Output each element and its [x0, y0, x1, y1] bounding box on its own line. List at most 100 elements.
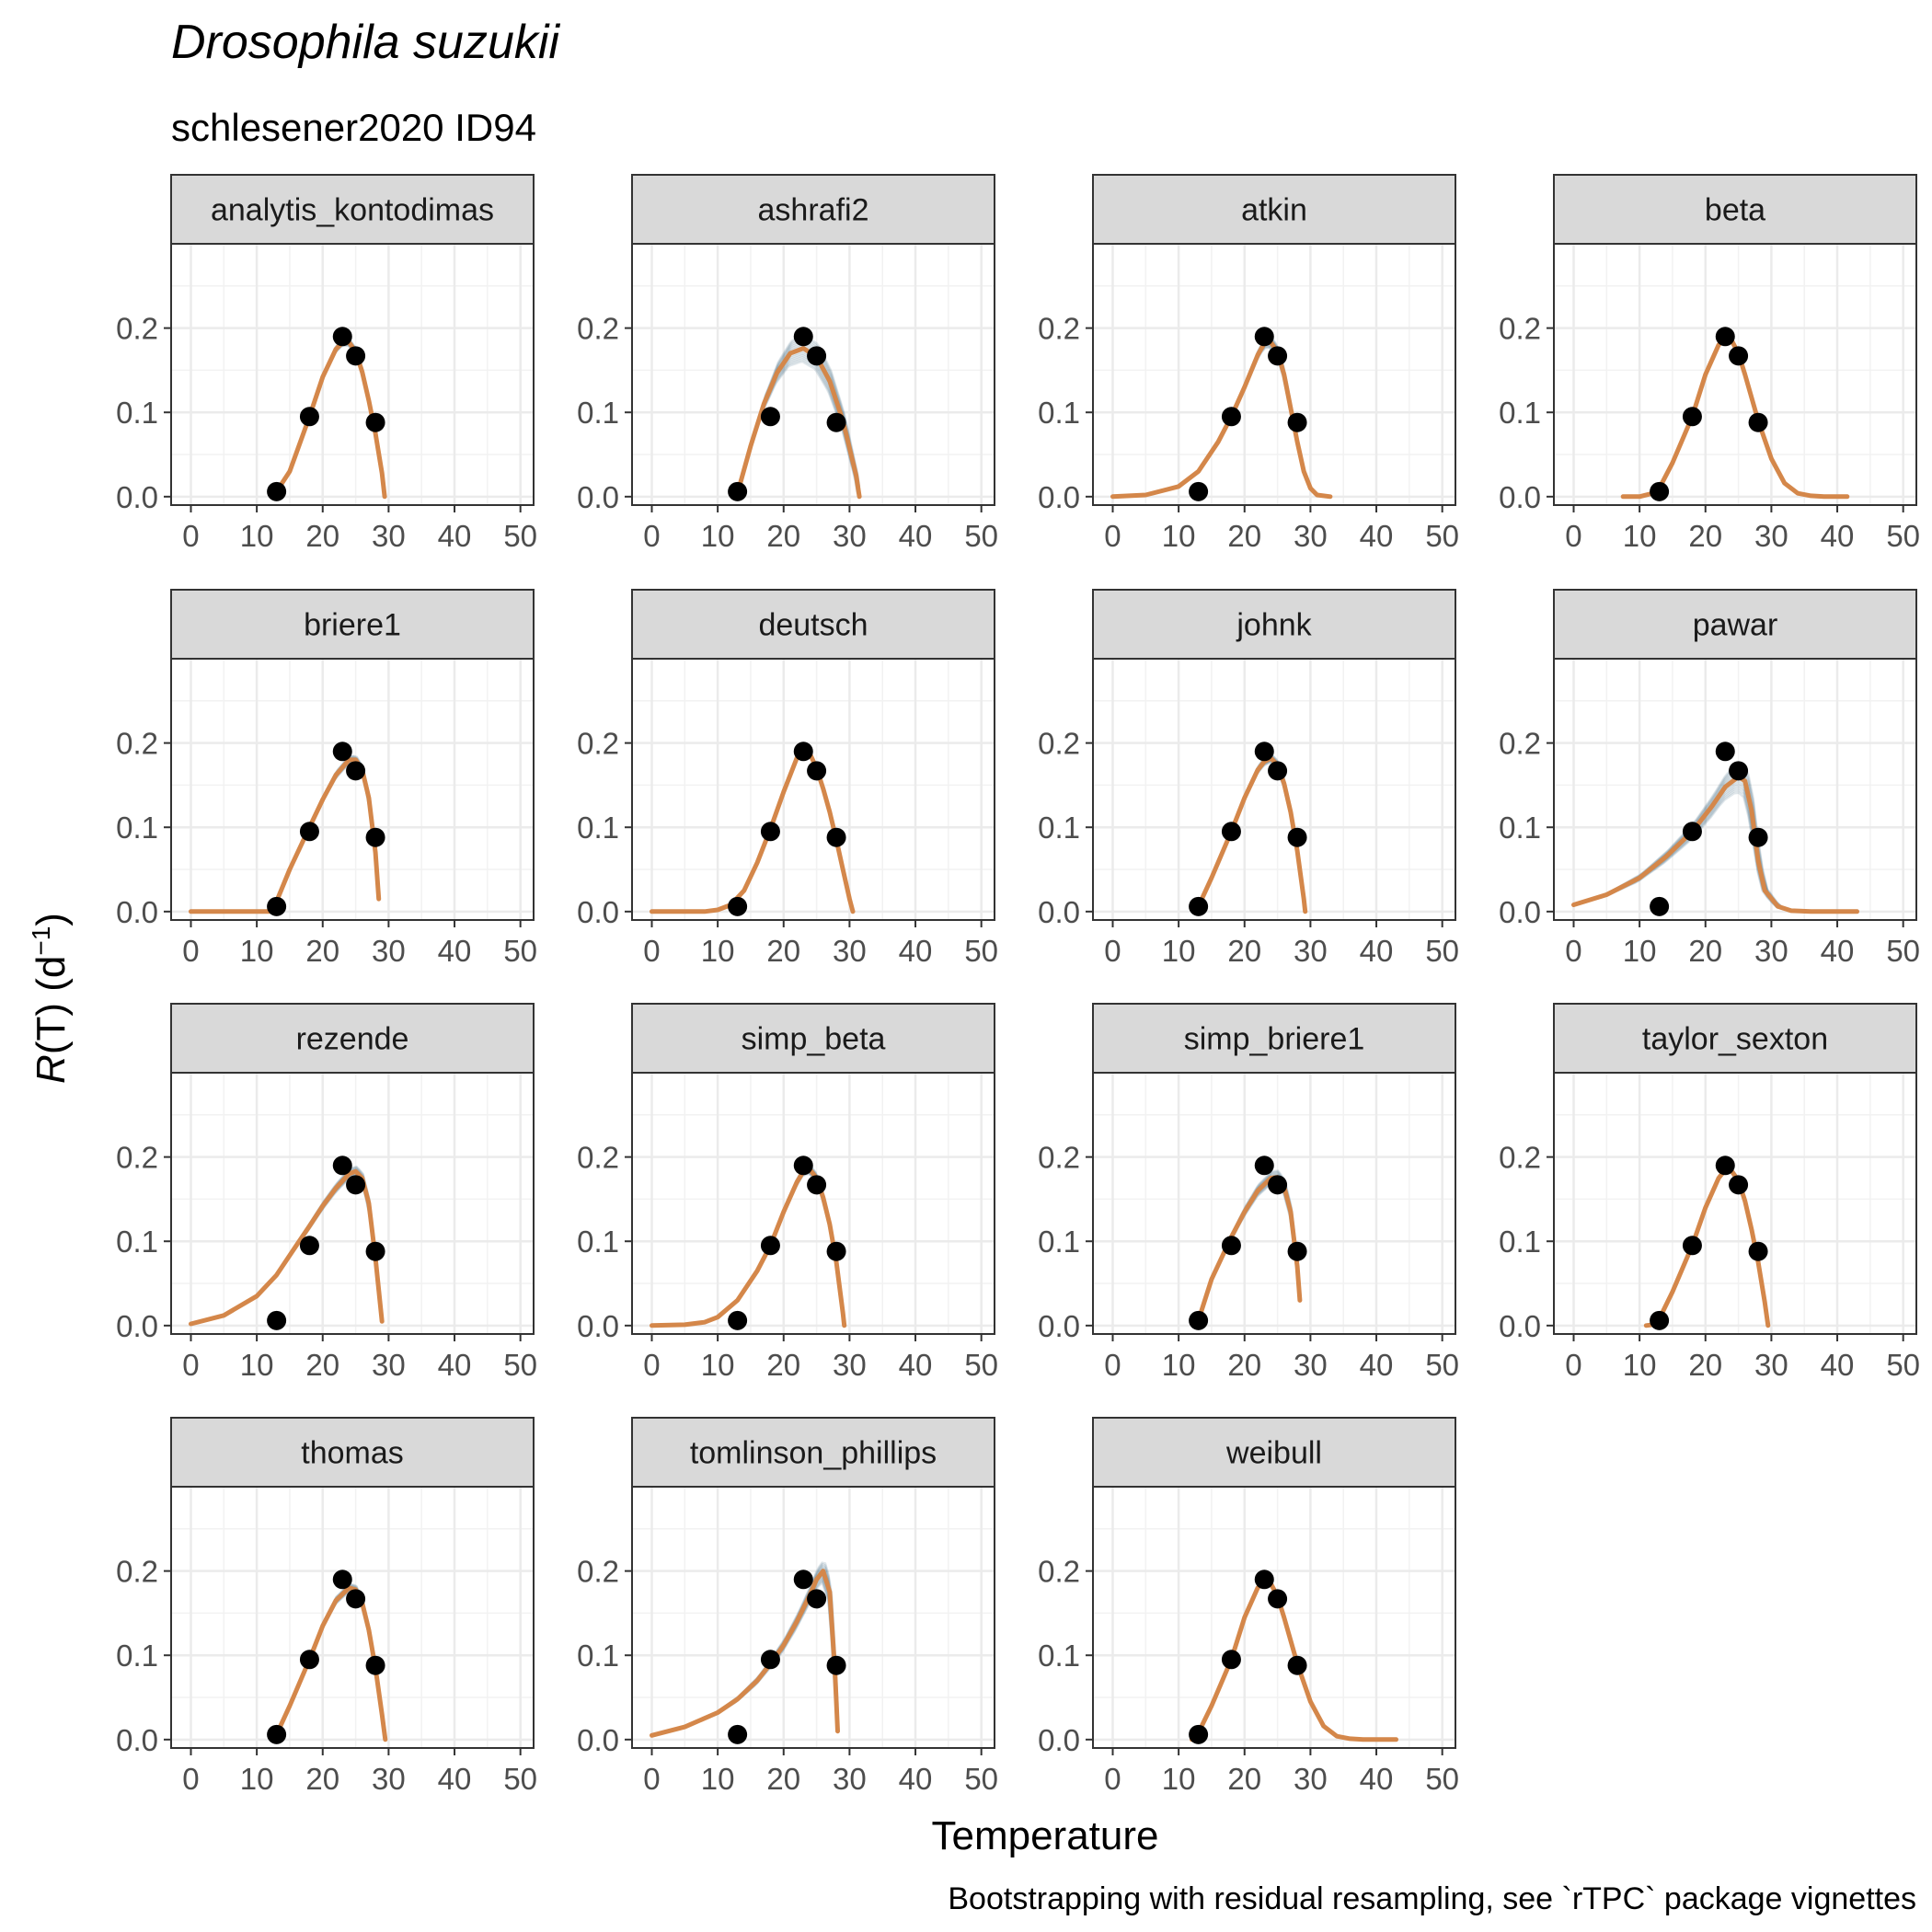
- x-tick-label: 50: [964, 1762, 998, 1796]
- facet-taylor_sexton: taylor_sexton 0.0 0.1 0.2 0 10 20 30 40 50: [1499, 1003, 1920, 1382]
- y-tick-label: 0.2: [1038, 1555, 1080, 1589]
- y-tick-label: 0.2: [1499, 312, 1541, 346]
- y-tick-label: 0.0: [1038, 1723, 1080, 1757]
- panel-background: [171, 1073, 534, 1334]
- x-tick-label: 30: [833, 1762, 867, 1796]
- data-point: [1729, 1175, 1749, 1195]
- data-point: [807, 1589, 827, 1609]
- x-tick-label: 30: [1294, 1348, 1328, 1382]
- data-point: [1254, 1570, 1274, 1590]
- data-point: [760, 1236, 780, 1256]
- x-tick-label: 20: [305, 1348, 339, 1382]
- y-axis-title-sup: −1: [27, 926, 55, 956]
- facet-analytis_kontodimas: analytis_kontodimas 0.0 0.1 0.2 0 10 20 30 40 50: [116, 174, 537, 553]
- data-point: [299, 407, 319, 427]
- data-point: [1650, 896, 1670, 916]
- x-tick-label: 50: [1425, 1348, 1459, 1382]
- x-tick-label: 10: [1162, 934, 1196, 968]
- data-point: [267, 1724, 287, 1744]
- x-tick-label: 0: [1104, 934, 1121, 968]
- y-tick-label: 0.2: [1038, 312, 1080, 346]
- x-tick-label: 50: [1886, 934, 1920, 968]
- y-tick-label: 0.1: [1038, 811, 1080, 845]
- panel-background: [171, 244, 534, 505]
- x-tick-label: 20: [766, 1348, 800, 1382]
- data-point: [1650, 481, 1670, 501]
- facet-strip-label: tomlinson_phillips: [690, 1436, 937, 1471]
- y-tick-label: 0.0: [1038, 1309, 1080, 1343]
- y-tick-label: 0.1: [1038, 396, 1080, 430]
- panel-border: [631, 658, 995, 921]
- panel-background: [1554, 244, 1916, 505]
- x-tick-label: 10: [1623, 934, 1657, 968]
- y-tick-label: 0.2: [577, 312, 619, 346]
- x-tick-label: 10: [240, 934, 274, 968]
- facet-strip: [631, 1003, 995, 1074]
- facet-thomas: thomas 0.0 0.1 0.2 0 10 20 30 40 50: [116, 1417, 537, 1796]
- y-tick-label: 0.2: [116, 1141, 158, 1175]
- y-tick-label: 0.2: [1499, 727, 1541, 761]
- facet-ashrafi2: ashrafi2 0.0 0.1 0.2 0 10 20 30 40 50: [577, 174, 998, 553]
- data-point: [807, 761, 827, 781]
- data-point: [728, 1724, 748, 1744]
- data-point: [760, 407, 780, 427]
- panel-background: [171, 659, 534, 920]
- data-point: [365, 1241, 385, 1261]
- data-point: [793, 1156, 813, 1176]
- y-tick-label: 0.0: [577, 895, 619, 929]
- data-point: [1729, 761, 1749, 781]
- facet-strip-label: ashrafi2: [758, 193, 869, 228]
- facet-strip-label: thomas: [301, 1436, 404, 1471]
- y-tick-label: 0.0: [1499, 480, 1541, 514]
- data-point: [1682, 407, 1702, 427]
- y-tick-label: 0.0: [1499, 895, 1541, 929]
- data-point: [793, 742, 813, 762]
- data-point: [1221, 822, 1241, 842]
- data-point: [1254, 742, 1274, 762]
- y-tick-label: 0.0: [1038, 480, 1080, 514]
- x-tick-label: 50: [1425, 934, 1459, 968]
- panel-background: [632, 1073, 995, 1334]
- x-tick-label: 20: [305, 519, 339, 553]
- y-tick-label: 0.2: [116, 727, 158, 761]
- facet-briere1: briere1 0.0 0.1 0.2 0 10 20 30 40 50: [116, 589, 537, 968]
- x-tick-label: 30: [372, 934, 406, 968]
- x-tick-label: 10: [701, 519, 735, 553]
- data-point: [1189, 896, 1209, 916]
- data-point: [299, 1650, 319, 1670]
- panel-background: [632, 244, 995, 505]
- x-tick-label: 30: [833, 934, 867, 968]
- y-tick-label: 0.2: [577, 1141, 619, 1175]
- y-tick-label: 0.1: [116, 396, 158, 430]
- x-tick-label: 20: [1688, 519, 1722, 553]
- facet-johnk: johnk 0.0 0.1 0.2 0 10 20 30 40 50: [1038, 589, 1459, 968]
- x-tick-label: 40: [1821, 934, 1855, 968]
- data-point: [826, 1655, 846, 1675]
- fitted-curve: [735, 346, 862, 500]
- x-tick-label: 50: [1425, 1762, 1459, 1796]
- figure-title: Drosophila suzukii: [171, 16, 560, 69]
- facet-pawar: pawar 0.0 0.1 0.2 0 10 20 30 40 50: [1499, 589, 1920, 968]
- x-tick-label: 30: [833, 519, 867, 553]
- x-tick-label: 40: [899, 1348, 933, 1382]
- facet-strip-label: atkin: [1241, 193, 1307, 228]
- figure-caption: Bootstrapping with residual resampling, …: [948, 1881, 1916, 1916]
- data-point: [826, 827, 846, 847]
- data-point: [1729, 346, 1749, 366]
- fitted-curve: [650, 1167, 847, 1328]
- x-tick-label: 0: [643, 519, 660, 553]
- data-point: [1287, 412, 1307, 432]
- data-point: [1189, 1310, 1209, 1330]
- facet-strip: [631, 174, 995, 245]
- x-tick-label: 50: [964, 1348, 998, 1382]
- x-tick-label: 20: [766, 519, 800, 553]
- y-tick-label: 0.2: [1499, 1141, 1541, 1175]
- x-tick-label: 40: [1360, 934, 1394, 968]
- x-tick-label: 40: [1360, 1348, 1394, 1382]
- x-tick-label: 20: [1688, 1348, 1722, 1382]
- x-tick-label: 30: [372, 519, 406, 553]
- facet-strip-label: briere1: [304, 608, 401, 643]
- panel-background: [171, 1487, 534, 1748]
